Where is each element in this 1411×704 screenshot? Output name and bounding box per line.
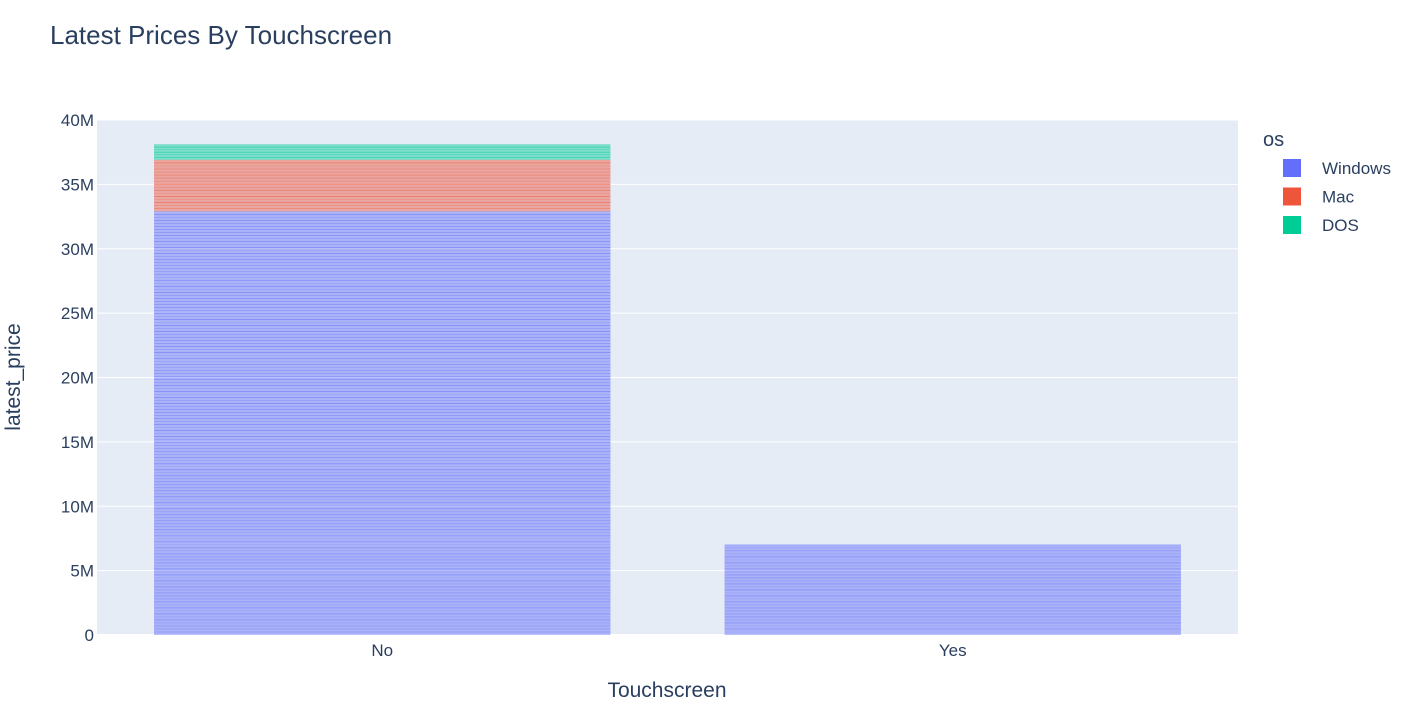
legend-swatch-mac[interactable] bbox=[1283, 187, 1301, 206]
y-axis-ticks: 0 5M 10M 15M 20M 25M 30M 35M 40M bbox=[61, 111, 94, 645]
chart-title: Latest Prices By Touchscreen bbox=[50, 20, 392, 50]
legend-label-windows[interactable]: Windows bbox=[1322, 159, 1391, 178]
y-tick-label: 30M bbox=[61, 240, 94, 259]
y-tick-label: 40M bbox=[61, 111, 94, 130]
legend-label-mac[interactable]: Mac bbox=[1322, 188, 1355, 207]
legend-swatch-dos[interactable] bbox=[1283, 216, 1301, 234]
y-tick-label: 20M bbox=[61, 369, 94, 388]
y-tick-label: 0 bbox=[85, 626, 94, 645]
x-axis-ticks: No Yes bbox=[371, 641, 966, 660]
legend-swatch-windows[interactable] bbox=[1283, 159, 1301, 177]
legend-label-dos[interactable]: DOS bbox=[1322, 216, 1359, 235]
y-tick-label: 5M bbox=[70, 562, 94, 581]
y-tick-label: 25M bbox=[61, 304, 94, 323]
y-axis-title: latest_price bbox=[2, 323, 25, 430]
x-tick-label: Yes bbox=[939, 641, 967, 660]
bar-mac-no[interactable] bbox=[154, 159, 611, 212]
y-tick-label: 35M bbox=[61, 175, 94, 194]
y-tick-label: 15M bbox=[61, 433, 94, 452]
x-axis-title: Touchscreen bbox=[607, 679, 726, 702]
bars bbox=[154, 144, 1181, 635]
x-tick-label: No bbox=[371, 641, 393, 660]
y-tick-label: 10M bbox=[61, 497, 94, 516]
legend: os Windows Mac DOS bbox=[1263, 129, 1391, 235]
bar-windows-no[interactable] bbox=[154, 211, 611, 635]
legend-title: os bbox=[1263, 129, 1284, 151]
